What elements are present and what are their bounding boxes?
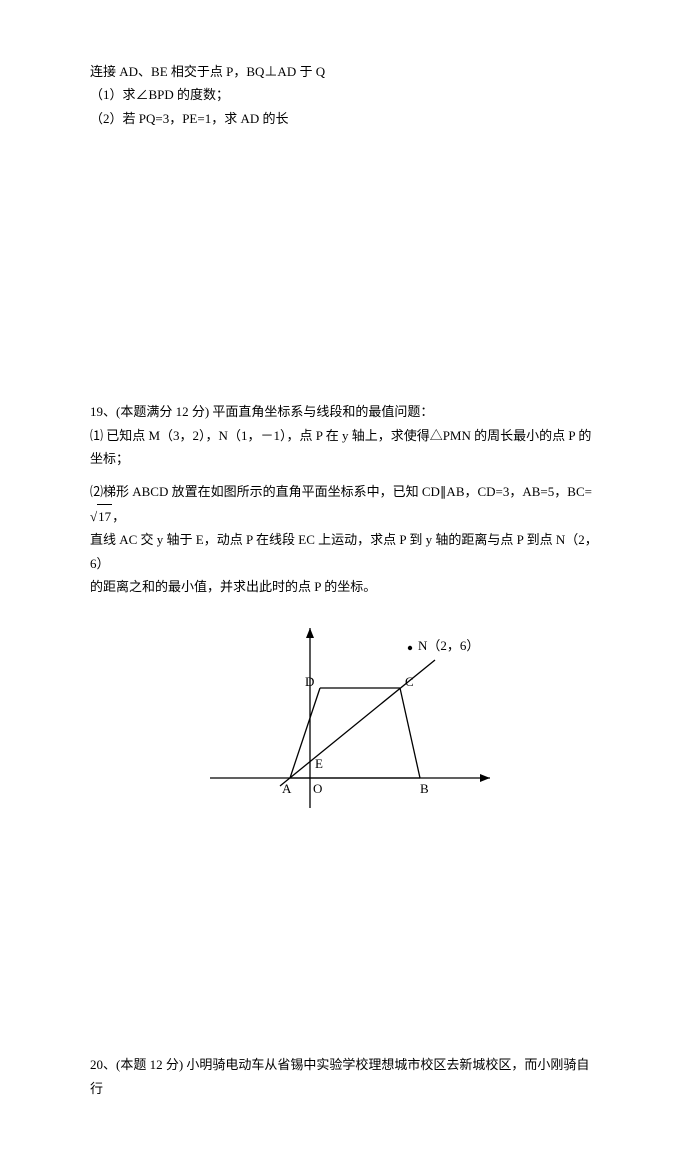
problem-18: 连接 AD、BE 相交于点 P，BQ⊥AD 于 Q （1）求∠BPD 的度数； … (90, 60, 600, 130)
p19-part2-prefix: ⑵梯形 ABCD 放置在如图所示的直角平面坐标系中，已知 CD∥AB，CD=3，… (90, 484, 592, 499)
p19-part2-line3: 的距离之和的最小值，并求出此时的点 P 的坐标。 (90, 575, 600, 598)
p19-header: 19、(本题满分 12 分) 平面直角坐标系与线段和的最值问题： (90, 400, 600, 423)
p18-line3: （2）若 PQ=3，PE=1，求 AD 的长 (90, 107, 600, 130)
sqrt-17: √17 (90, 504, 112, 528)
svg-text:A: A (282, 781, 292, 796)
spacing-gap-2 (90, 818, 600, 1053)
trapezoid-figure: A B C D EO N（2，6） (190, 618, 500, 818)
p19-part2-line2: 直线 AC 交 y 轴于 E，动点 P 在线段 EC 上运动，求点 P 到 y … (90, 528, 600, 575)
p20-line1: 20、(本题 12 分) 小明骑电动车从省锡中实验学校理想城市校区去新城校区，而… (90, 1053, 600, 1100)
p19-part1: ⑴ 已知点 M（3，2），N（1，－1），点 P 在 y 轴上，求使得△PMN … (90, 424, 600, 471)
svg-text:O: O (313, 781, 322, 796)
figure-container: A B C D EO N（2，6） (90, 618, 600, 818)
spacing-gap-1 (90, 150, 600, 400)
problem-19: 19、(本题满分 12 分) 平面直角坐标系与线段和的最值问题： ⑴ 已知点 M… (90, 400, 600, 598)
svg-text:E: E (315, 756, 323, 771)
svg-text:C: C (405, 674, 414, 689)
p18-line2: （1）求∠BPD 的度数； (90, 83, 600, 106)
p18-line1: 连接 AD、BE 相交于点 P，BQ⊥AD 于 Q (90, 60, 600, 83)
svg-text:D: D (305, 674, 314, 689)
svg-text:N（2，6）: N（2，6） (418, 638, 479, 653)
p19-part2-line1: ⑵梯形 ABCD 放置在如图所示的直角平面坐标系中，已知 CD∥AB，CD=3，… (90, 480, 600, 528)
problem-20: 20、(本题 12 分) 小明骑电动车从省锡中实验学校理想城市校区去新城校区，而… (90, 1053, 600, 1100)
p19-part2-suffix: ， (112, 509, 125, 524)
svg-text:B: B (420, 781, 429, 796)
